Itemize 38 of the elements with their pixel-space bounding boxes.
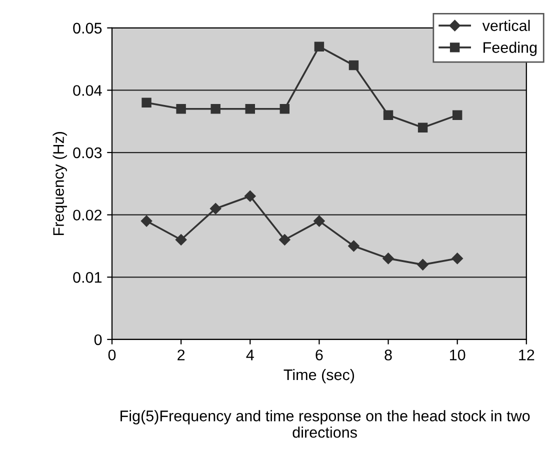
point	[175, 234, 187, 246]
point	[452, 252, 463, 264]
point	[348, 240, 360, 252]
x-axis-title: Time (sec)	[284, 368, 354, 384]
y-tick-label: 0.02	[73, 210, 102, 221]
point	[244, 190, 256, 202]
y-tick-label: 0.05	[73, 22, 102, 34]
point	[140, 215, 152, 227]
point	[382, 252, 394, 264]
x-tick-label: 8	[384, 350, 392, 360]
x-tick-label: 12	[519, 350, 534, 360]
text: Fig(5)Frequency and time response on the head stock in two directions	[120, 410, 530, 438]
point	[142, 98, 152, 108]
point	[417, 259, 428, 270]
x-tick-label: 4	[246, 350, 254, 360]
legend-label: vertical	[482, 20, 530, 32]
y-tick-label: 0.04	[73, 85, 102, 96]
point	[348, 60, 359, 70]
y-tick-label: 0	[94, 334, 102, 346]
x-tick-label: 0	[108, 350, 116, 360]
point	[245, 104, 255, 114]
point	[210, 202, 222, 214]
y-tick-label: 0.03	[73, 147, 102, 158]
x-tick-label: 10	[450, 350, 466, 360]
y-tick-label: 0.01	[73, 272, 102, 283]
point	[418, 122, 428, 132]
point	[280, 104, 290, 114]
x-tick-label: 2	[178, 350, 185, 360]
point	[279, 234, 290, 246]
point	[383, 110, 394, 120]
point	[452, 110, 462, 120]
legend-label: Feeding	[484, 42, 537, 56]
point	[314, 42, 324, 52]
point	[210, 104, 220, 114]
point	[314, 215, 325, 227]
point	[176, 104, 186, 114]
y-axis-title: Frequency (Hz)	[52, 132, 67, 236]
x-tick-label: 6	[316, 350, 323, 360]
